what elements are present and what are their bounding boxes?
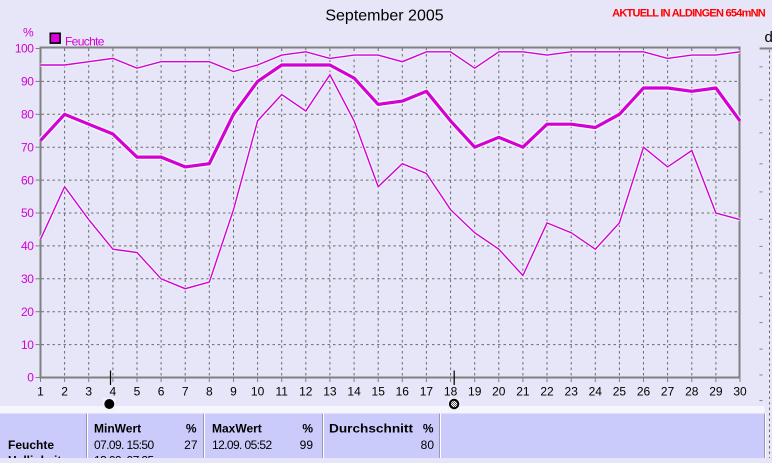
- svg-text:%: %: [423, 422, 434, 436]
- svg-text:100: 100: [15, 42, 34, 56]
- svg-text:25: 25: [613, 385, 627, 399]
- svg-text:11: 11: [275, 385, 288, 399]
- svg-text:8: 8: [206, 385, 213, 399]
- svg-text:Helligkeit: Helligkeit: [8, 454, 61, 459]
- svg-text:Durchschnitt: Durchschnitt: [329, 422, 413, 436]
- svg-text:13.09. 07:25: 13.09. 07:25: [94, 454, 154, 459]
- svg-text:80: 80: [421, 438, 435, 452]
- svg-text:17: 17: [420, 385, 434, 399]
- svg-text:29: 29: [709, 385, 723, 399]
- svg-text:99: 99: [300, 438, 314, 452]
- svg-text:3: 3: [85, 385, 92, 399]
- svg-text:27: 27: [184, 438, 198, 452]
- svg-text:%: %: [186, 422, 197, 436]
- svg-text:2: 2: [61, 385, 68, 399]
- svg-text:9: 9: [230, 385, 237, 399]
- svg-text:15: 15: [372, 385, 386, 399]
- svg-text:AKTUELL IN ALDINGEN 654mNN: AKTUELL IN ALDINGEN 654mNN: [612, 8, 766, 20]
- svg-text:70: 70: [21, 140, 34, 154]
- svg-text:40: 40: [21, 239, 34, 253]
- svg-text:24: 24: [589, 385, 603, 399]
- svg-text:21: 21: [516, 385, 530, 399]
- svg-text:23: 23: [565, 385, 579, 399]
- svg-text:1: 1: [37, 385, 44, 399]
- svg-text:4: 4: [110, 385, 117, 399]
- svg-text:Feuchte: Feuchte: [65, 35, 105, 49]
- svg-text:22: 22: [540, 385, 554, 399]
- svg-text:80: 80: [21, 108, 34, 122]
- svg-text:12: 12: [299, 385, 313, 399]
- svg-text:60: 60: [21, 173, 34, 187]
- svg-text:d: d: [765, 29, 772, 46]
- svg-text:18: 18: [444, 385, 458, 399]
- svg-text:20: 20: [492, 385, 506, 399]
- svg-text:28: 28: [685, 385, 699, 399]
- svg-text:07.09. 15:50: 07.09. 15:50: [94, 438, 154, 452]
- svg-text:6: 6: [158, 385, 165, 399]
- svg-text:19: 19: [468, 385, 482, 399]
- svg-text:0: 0: [27, 371, 34, 385]
- svg-text:MaxWert: MaxWert: [212, 422, 262, 436]
- svg-text:14: 14: [347, 385, 361, 399]
- svg-text:12.09. 05:52: 12.09. 05:52: [212, 438, 272, 452]
- svg-text:26: 26: [637, 385, 651, 399]
- svg-text:Feuchte: Feuchte: [8, 438, 54, 452]
- svg-text:10: 10: [21, 338, 34, 352]
- svg-text:16: 16: [396, 385, 410, 399]
- svg-text:90: 90: [21, 75, 34, 89]
- svg-text:50: 50: [21, 206, 34, 220]
- svg-text:30: 30: [733, 385, 747, 399]
- svg-text:%: %: [23, 26, 34, 40]
- svg-text:7: 7: [182, 385, 189, 399]
- svg-text:13: 13: [323, 385, 337, 399]
- svg-text:MinWert: MinWert: [94, 422, 141, 436]
- svg-text:27: 27: [661, 385, 675, 399]
- svg-text:30: 30: [21, 272, 34, 286]
- svg-text:September 2005: September 2005: [325, 7, 443, 24]
- svg-text:10: 10: [251, 385, 265, 399]
- svg-text:5: 5: [134, 385, 141, 399]
- svg-text:%: %: [302, 422, 313, 436]
- svg-text:20: 20: [21, 305, 34, 319]
